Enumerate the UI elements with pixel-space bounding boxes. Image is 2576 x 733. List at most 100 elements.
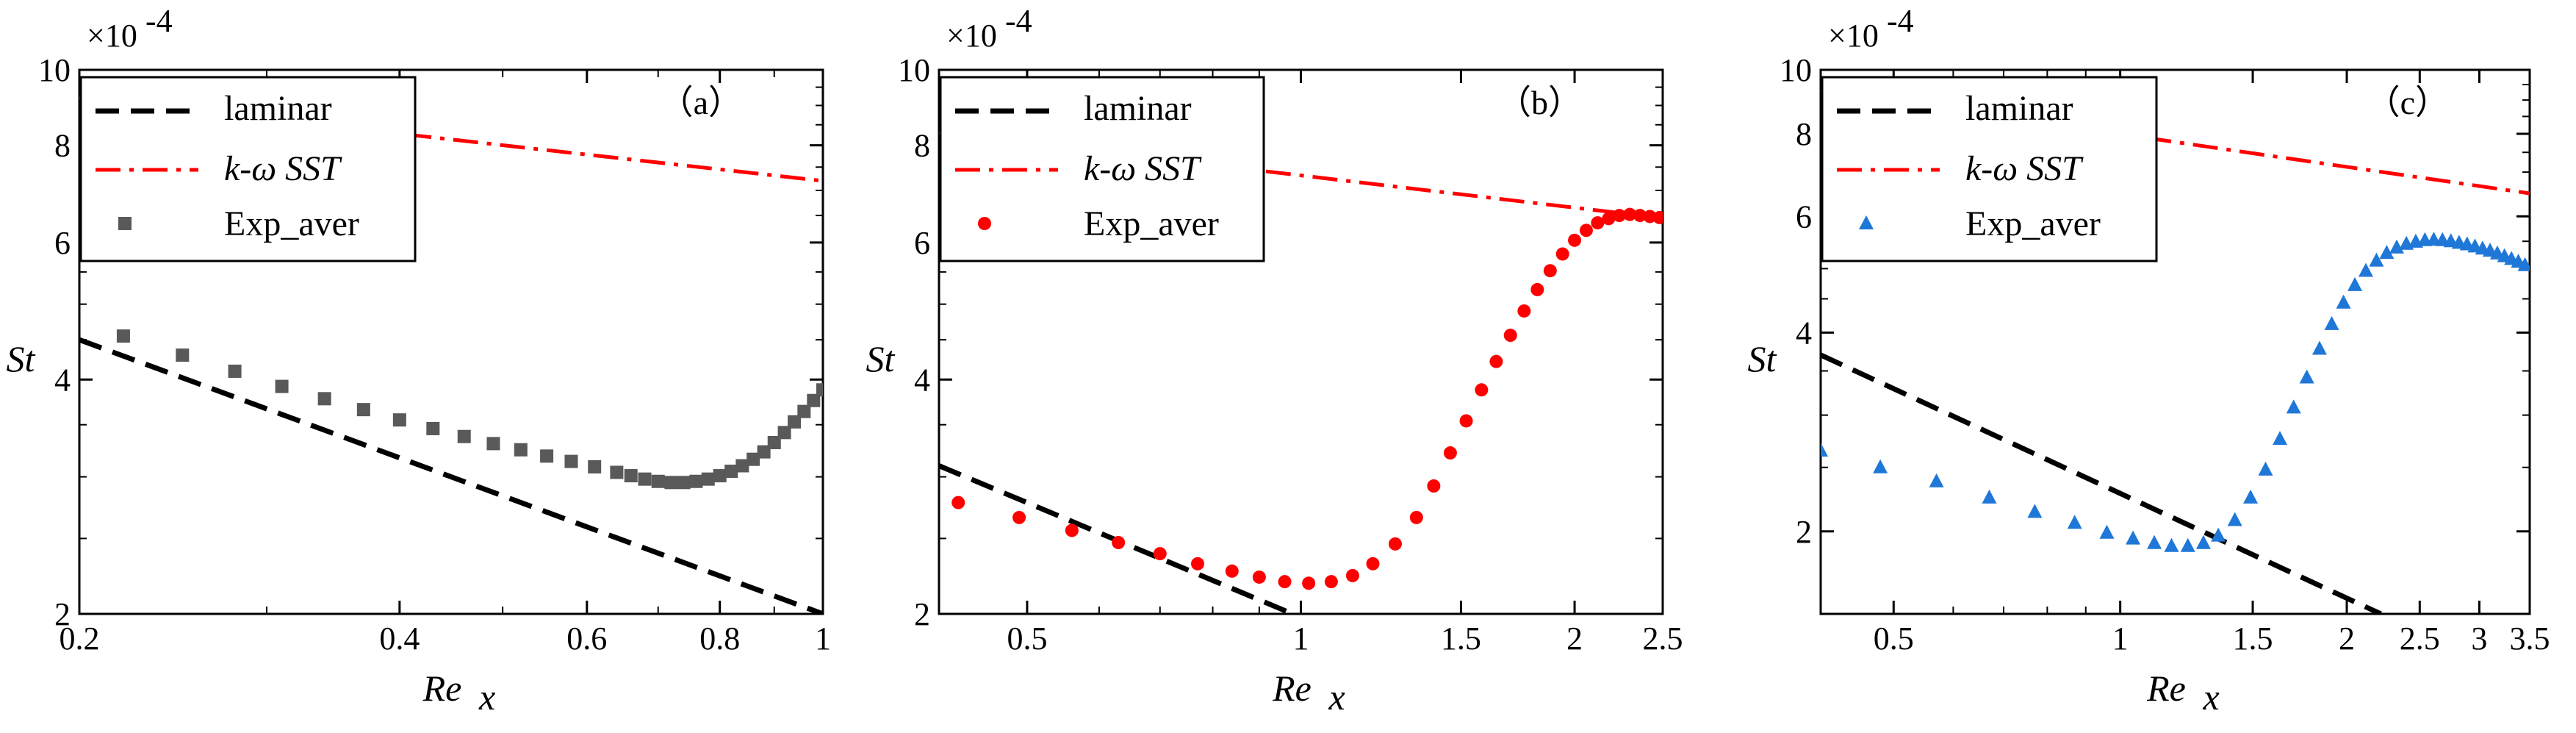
legend-box <box>79 76 417 262</box>
y-tick-label: 4 <box>54 362 71 398</box>
exp-point <box>1530 282 1544 296</box>
x-tick-label: 0.6 <box>566 621 607 657</box>
exp-point <box>2211 527 2226 542</box>
legend-label-laminar: laminar <box>224 89 332 128</box>
exp-point <box>757 445 771 459</box>
exp-point <box>1602 212 1616 226</box>
panel-label: （a） <box>660 84 742 121</box>
y-tick-label: 2 <box>54 596 71 632</box>
legend: laminar k-ω SST Exp_aver <box>1821 76 2158 262</box>
x-tick-label: 3.5 <box>2510 621 2550 657</box>
exp-point <box>735 459 749 473</box>
exp-point <box>1324 575 1338 589</box>
exp-point <box>624 469 638 483</box>
sst-line <box>79 96 823 183</box>
exp-point <box>2099 524 2115 539</box>
exp-point <box>1366 557 1380 571</box>
exp-point <box>2180 537 2195 552</box>
legend-swatch-exp <box>118 217 132 230</box>
exp-point <box>1633 209 1647 223</box>
legend-label-sst: k-ω SST <box>1965 149 2084 188</box>
y-tick-label: 10 <box>1780 52 1812 88</box>
exp-point <box>1388 537 1402 551</box>
exp-point <box>176 348 190 362</box>
exp-point <box>2311 340 2327 355</box>
exp-point <box>1652 210 1663 224</box>
y-tick-label: 6 <box>1796 199 1812 235</box>
panel-3: 0.5 1 1.5 2 2.5 3 3.5 2 4 6 8 10 ×10 -4 St Re x （c） lamina… <box>1748 3 2550 718</box>
legend-swatch-exp <box>1859 215 1874 229</box>
exp-point <box>651 474 665 488</box>
exp-point <box>2389 239 2404 254</box>
exp-point <box>2227 512 2242 526</box>
legend: laminar k-ω SST Exp_aver <box>939 76 1265 262</box>
exp-point <box>1873 459 1888 473</box>
exp-point <box>2517 257 2530 271</box>
exp-point <box>797 404 811 418</box>
exp-point <box>1929 473 1944 487</box>
exp-point <box>1012 510 1026 524</box>
legend-label-exp: Exp_aver <box>1965 204 2101 243</box>
exp-point <box>392 413 406 427</box>
exp-point <box>2126 530 2141 545</box>
x-axis-title: Re <box>2146 668 2186 709</box>
exp-point <box>275 379 289 393</box>
exp-point <box>1278 575 1292 589</box>
y-axis-title: St <box>1748 338 1777 379</box>
exp-point <box>317 392 331 406</box>
legend-swatch-exp <box>978 217 991 230</box>
exp-point <box>457 429 471 443</box>
exp-point <box>1252 570 1266 584</box>
exp-point <box>1503 329 1517 343</box>
exp-point <box>1427 479 1441 493</box>
exp-point <box>1579 224 1593 237</box>
legend-box <box>1821 76 2158 262</box>
plot-area <box>79 96 823 614</box>
legend-box <box>939 76 1265 262</box>
exp-point <box>724 464 738 478</box>
exp-point <box>1459 414 1473 428</box>
x-tick-label: 2.5 <box>1643 621 1683 657</box>
legend-label-laminar: laminar <box>1084 89 1192 128</box>
x-axis-title: Re <box>1272 668 1312 709</box>
legend-label-sst: k-ω SST <box>1084 149 1202 188</box>
exp-point <box>2164 537 2179 552</box>
exp-point <box>2286 399 2301 414</box>
plot-area <box>939 131 1663 614</box>
x-tick-label: 1.5 <box>1441 621 1481 657</box>
exp-point <box>486 437 500 451</box>
exp-point <box>564 454 578 468</box>
legend: laminar k-ω SST Exp_aver <box>79 76 417 262</box>
panel-2: 0.5 1 1.5 2 2.5 2 4 6 8 10 ×10 -4 St Re x （b） laminar k-ω… <box>866 3 1683 718</box>
exp-point <box>610 465 624 479</box>
y-tick-label: 6 <box>914 225 930 261</box>
exp-point <box>1821 443 1828 457</box>
exp-point <box>788 415 802 429</box>
exp-point <box>2324 315 2339 330</box>
x-tick-label: 2.5 <box>2400 621 2440 657</box>
sst-line <box>939 131 1663 221</box>
exp-point <box>951 496 965 509</box>
exp-point <box>1543 264 1557 278</box>
legend-label-laminar: laminar <box>1965 89 2073 128</box>
exp-point <box>2299 369 2314 384</box>
exp-point <box>767 435 781 449</box>
exp-point <box>1153 547 1167 561</box>
axes-frame <box>1819 68 2531 615</box>
exp-point <box>1065 523 1079 537</box>
y-tick-label: 4 <box>914 362 930 398</box>
exp-point <box>677 476 691 490</box>
exp-point <box>664 476 678 490</box>
exp-point <box>2243 489 2259 504</box>
x-tick-label: 1.5 <box>2233 621 2273 657</box>
exp-point <box>1225 564 1239 578</box>
legend-label-exp: Exp_aver <box>224 204 359 243</box>
exp-point <box>2147 534 2162 549</box>
exp-point <box>2336 294 2351 309</box>
exp-point <box>2379 245 2395 260</box>
y-tick-label: 4 <box>1796 315 1812 351</box>
x-tick-label: 1 <box>815 621 831 657</box>
exp-point <box>1191 557 1205 571</box>
x-tick-label: 0.4 <box>379 621 420 657</box>
exp-point <box>713 469 727 483</box>
